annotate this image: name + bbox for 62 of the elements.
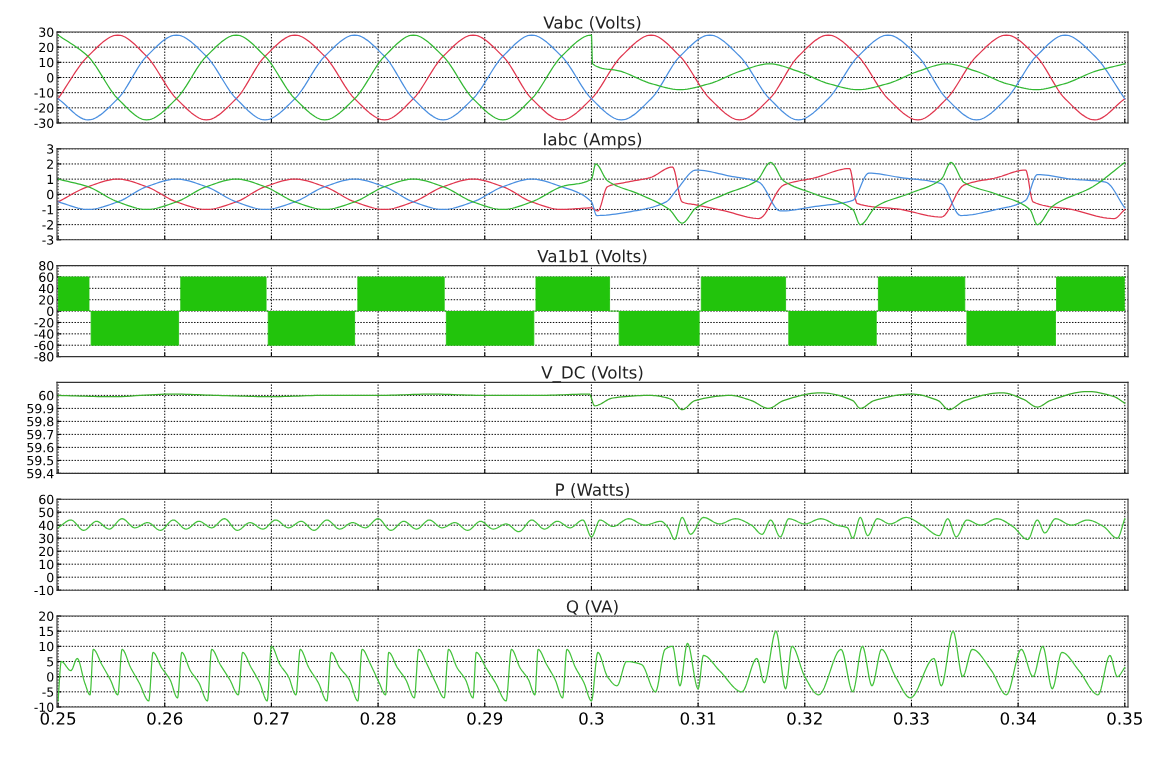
- x-tick-label: 0.27: [253, 712, 289, 725]
- y-tick-label: -10: [34, 88, 54, 98]
- y-tick-label: 0: [47, 672, 54, 682]
- y-tick-label: -60: [34, 340, 54, 351]
- y-tick-label: 0: [47, 306, 54, 317]
- chart-title: P (Watts): [556, 483, 629, 498]
- y-tick-label: 59.5: [27, 455, 54, 466]
- y-tick-label: 0: [47, 572, 54, 583]
- x-tick-label: 0.28: [360, 712, 396, 725]
- y-tick-label: 20: [39, 611, 54, 621]
- x-tick-label: 0.29: [467, 712, 503, 725]
- y-tick-label: 59.7: [27, 429, 54, 440]
- x-tick-label: 0.34: [1000, 712, 1036, 725]
- y-tick-label: -20: [34, 317, 54, 328]
- y-tick-label: 10: [39, 57, 54, 68]
- y-tick-label: -1: [42, 205, 54, 215]
- y-tick-label: 20: [39, 42, 54, 53]
- y-tick-label: 1: [47, 174, 54, 184]
- y-tick-label: 60: [39, 272, 54, 282]
- y-tick-label: -5: [42, 687, 54, 697]
- y-tick-label: -10: [34, 702, 54, 712]
- y-tick-label: 3: [47, 144, 54, 154]
- x-tick-label: 0.35: [1107, 712, 1142, 725]
- chart-title: Va1b1 (Volts): [537, 249, 647, 265]
- y-tick-label: -30: [34, 118, 54, 128]
- y-tick-label: -40: [34, 329, 54, 339]
- y-tick-label: 20: [39, 546, 54, 557]
- y-tick-label: 30: [39, 27, 54, 37]
- y-tick-label: 60: [39, 494, 54, 505]
- y-tick-label: 50: [39, 507, 54, 518]
- y-tick-label: 10: [39, 559, 54, 570]
- x-tick-label: 0.33: [894, 712, 929, 725]
- x-tick-label: 0.25: [40, 712, 76, 725]
- y-tick-label: 60: [39, 390, 54, 401]
- x-tick-label: 0.26: [147, 712, 183, 725]
- y-tick-label: 5: [47, 657, 54, 667]
- y-tick-label: 59.6: [27, 442, 54, 453]
- y-tick-label: 59.9: [27, 403, 54, 414]
- y-tick-label: -10: [34, 585, 54, 596]
- y-tick-label: 10: [39, 641, 54, 652]
- chart-title: Iabc (Amps): [544, 132, 642, 149]
- x-tick-label: 0.32: [787, 712, 822, 725]
- y-tick-label: -3: [42, 235, 54, 245]
- y-tick-label: -2: [42, 220, 53, 230]
- y-tick-label: 2: [47, 159, 53, 169]
- y-tick-label: 59.4: [27, 468, 54, 479]
- y-tick-label: 15: [39, 626, 54, 637]
- y-tick-label: -80: [34, 352, 54, 362]
- chart-title: Q (VA): [566, 599, 618, 615]
- y-tick-label: 80: [39, 261, 54, 271]
- y-tick-label: 40: [38, 283, 54, 294]
- y-tick-label: 59.8: [27, 416, 54, 427]
- y-tick-label: -20: [34, 103, 54, 113]
- y-tick-label: 0: [47, 72, 54, 83]
- y-tick-label: 20: [39, 295, 54, 305]
- y-tick-label: 0: [47, 189, 54, 200]
- x-tick-label: 0.31: [680, 712, 716, 725]
- chart-title: V_DC (Volts): [541, 365, 643, 383]
- y-tick-label: 40: [38, 520, 54, 531]
- x-tick-label: 0.3: [579, 712, 604, 725]
- y-tick-label: 30: [39, 533, 54, 544]
- chart-title: Vabc (Volts): [543, 15, 641, 31]
